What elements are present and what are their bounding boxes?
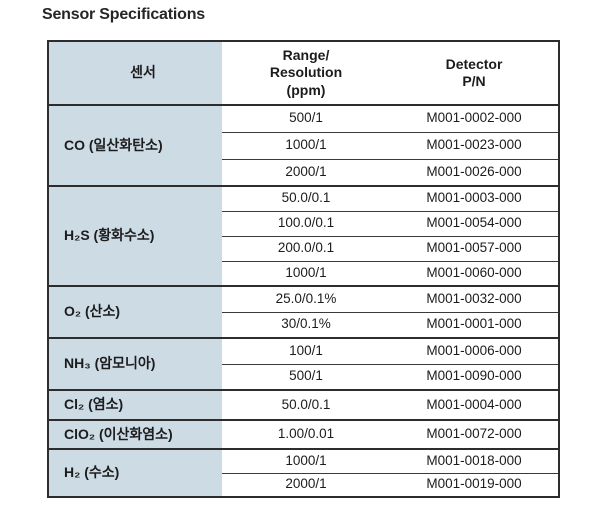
detector-pn: M001-0004-000 — [390, 389, 559, 420]
detector-pn: M001-0032-000 — [390, 285, 559, 312]
col-header-detector-line1: Detector — [445, 55, 503, 72]
table-row: ClO₂ (이산화염소) 1.00/0.01 M001-0072-000 — [48, 419, 559, 449]
table-row: 1000/1 M001-0023-000 — [48, 131, 559, 159]
detector-pn: M001-0090-000 — [390, 363, 559, 390]
range-value: 50.0/0.1 — [222, 389, 390, 420]
table-row: 200.0/0.1 M001-0057-000 — [48, 235, 559, 261]
range-value: 2000/1 — [222, 472, 390, 497]
range-value: 30/0.1% — [222, 311, 390, 338]
range-value: 1.00/0.01 — [222, 419, 390, 449]
range-value: 100.0/0.1 — [222, 210, 390, 236]
table-row: 2000/1 M001-0026-000 — [48, 158, 559, 186]
table-row: H₂S (황화수소) 50.0/0.1 M001-0003-000 — [48, 185, 559, 286]
header-row: 센서 Range/ Resolution (ppm) Detector P/N — [48, 41, 559, 106]
range-value: 200.0/0.1 — [222, 235, 390, 261]
detector-pn: M001-0026-000 — [390, 158, 559, 186]
detector-pn: M001-0023-000 — [390, 131, 559, 159]
detector-pn: M001-0006-000 — [390, 337, 559, 364]
sensor-name-h2s: H₂S (황화수소) — [48, 185, 222, 286]
range-value: 1000/1 — [222, 448, 390, 473]
range-value: 1000/1 — [222, 131, 390, 159]
range-value: 100/1 — [222, 337, 390, 364]
detector-pn: M001-0003-000 — [390, 185, 559, 211]
sensor-spec-table: 센서 Range/ Resolution (ppm) Detector P/N … — [47, 40, 560, 498]
table-row: CO (일산화탄소) 500/1 M001-0002-000 — [48, 105, 559, 186]
detector-pn: M001-0002-000 — [390, 105, 559, 132]
sensor-name-clo2: ClO₂ (이산화염소) — [48, 419, 222, 449]
range-value: 500/1 — [222, 363, 390, 390]
page-title: Sensor Specifications — [42, 6, 205, 23]
range-value: 1000/1 — [222, 260, 390, 286]
table-row: 500/1 M001-0090-000 — [48, 363, 559, 390]
table-row: 100.0/0.1 M001-0054-000 — [48, 210, 559, 236]
range-value: 500/1 — [222, 105, 390, 132]
col-header-sensor: 센서 — [48, 41, 222, 106]
detector-pn: M001-0054-000 — [390, 210, 559, 236]
col-header-range-line3: (ppm) — [286, 81, 326, 98]
sensor-name-h2: H₂ (수소) — [48, 448, 222, 497]
table-row: NH₃ (암모니아) 100/1 M001-0006-000 — [48, 337, 559, 390]
table-row: Cl₂ (염소) 50.0/0.1 M001-0004-000 — [48, 389, 559, 420]
col-header-range-line2: Resolution — [269, 64, 343, 81]
table-row: O₂ (산소) 25.0/0.1% M001-0032-000 — [48, 285, 559, 338]
table-row: H₂ (수소) 1000/1 M001-0018-000 — [48, 448, 559, 497]
range-value: 50.0/0.1 — [222, 185, 390, 211]
table-row: 1000/1 M001-0060-000 — [48, 260, 559, 286]
range-value: 25.0/0.1% — [222, 285, 390, 312]
detector-pn: M001-0019-000 — [390, 472, 559, 497]
sensor-name-cl2: Cl₂ (염소) — [48, 389, 222, 420]
range-value: 2000/1 — [222, 158, 390, 186]
detector-pn: M001-0001-000 — [390, 311, 559, 338]
col-header-range-line1: Range/ — [282, 46, 330, 63]
detector-pn: M001-0018-000 — [390, 448, 559, 473]
table-row: 2000/1 M001-0019-000 — [48, 472, 559, 497]
detector-pn: M001-0072-000 — [390, 419, 559, 449]
sensor-name-co: CO (일산화탄소) — [48, 105, 222, 186]
detector-pn: M001-0057-000 — [390, 235, 559, 261]
col-header-detector: Detector P/N — [390, 41, 559, 106]
table-row: 30/0.1% M001-0001-000 — [48, 311, 559, 338]
col-header-range: Range/ Resolution (ppm) — [222, 41, 390, 106]
detector-pn: M001-0060-000 — [390, 260, 559, 286]
sensor-name-nh3: NH₃ (암모니아) — [48, 337, 222, 390]
col-header-detector-line2: P/N — [462, 73, 486, 89]
sensor-name-o2: O₂ (산소) — [48, 285, 222, 338]
